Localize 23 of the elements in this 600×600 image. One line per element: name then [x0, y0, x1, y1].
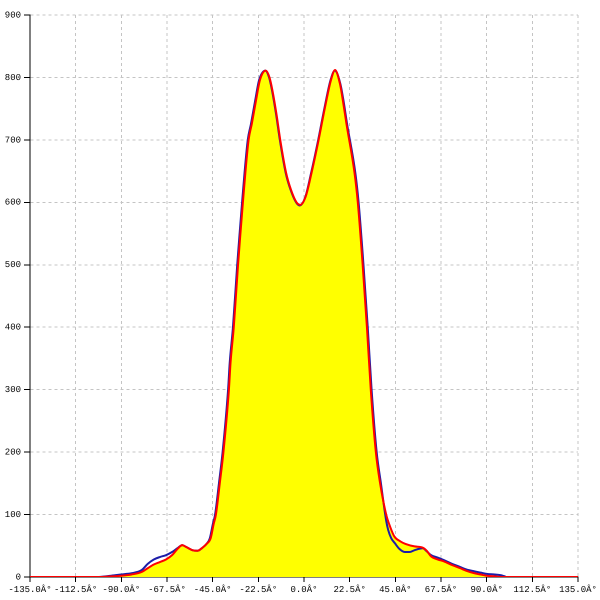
- x-tick-label: 67.5Â°: [424, 584, 458, 595]
- x-tick-label: -45.0Â°: [194, 584, 232, 595]
- x-tick-label: 135.0Â°: [559, 584, 597, 595]
- x-tick-label: 45.0Â°: [379, 584, 412, 595]
- y-tick-label: 500: [4, 260, 21, 270]
- x-tick-label: -135.0Â°: [8, 584, 52, 595]
- x-tick-label: -112.5Â°: [54, 584, 98, 595]
- y-tick-label: 200: [4, 448, 21, 458]
- y-tick-label: 300: [4, 385, 21, 396]
- y-tick-label: 800: [4, 72, 21, 83]
- x-tick-label: 90.0Â°: [470, 584, 503, 595]
- x-tick-label: 112.5Â°: [513, 584, 552, 595]
- x-tick-label: -22.5Â°: [239, 584, 278, 595]
- x-tick-label: -90.0Â°: [102, 584, 140, 595]
- y-tick-label: 700: [4, 135, 21, 146]
- x-tick-label: 22.5Â°: [333, 584, 366, 595]
- x-tick-label: 0.0Â°: [290, 584, 318, 595]
- y-tick-label: 0: [16, 572, 21, 582]
- x-tick-label: -67.5Â°: [148, 584, 186, 595]
- y-tick-label: 400: [4, 322, 21, 333]
- y-tick-label: 600: [4, 198, 21, 208]
- y-tick-label: 100: [4, 510, 21, 520]
- y-tick-label: 900: [4, 10, 21, 20]
